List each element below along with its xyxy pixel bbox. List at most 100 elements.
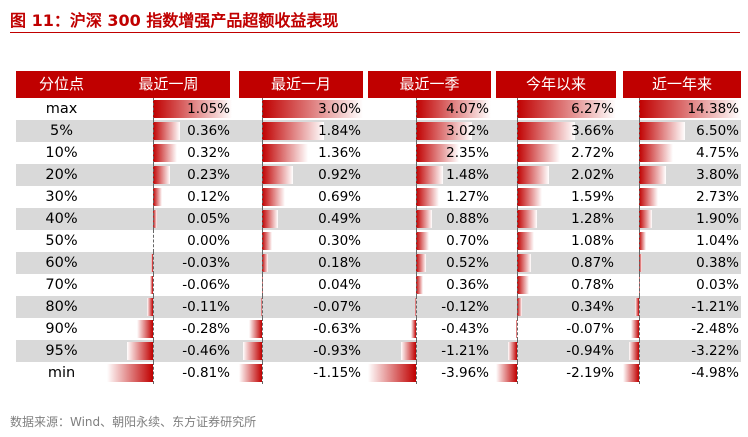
value-bar-negative — [249, 320, 262, 338]
table-row: 80% -0.11% -0.07% -0.12% 0.34% -1.21% — [16, 296, 741, 318]
header-cell-bg — [623, 71, 741, 98]
table-row: 60% -0.03% 0.18% 0.52% 0.87% 0.38% — [16, 252, 741, 274]
header-cell-bg — [107, 71, 230, 98]
value-bar-negative — [635, 298, 639, 316]
table-row: min -0.81% -1.15% -3.96% -2.19% -4.98% — [16, 362, 741, 384]
header-cell-bg — [368, 71, 491, 98]
value-bar-positive — [639, 254, 642, 272]
zero-axis — [153, 186, 154, 208]
zero-axis — [639, 164, 640, 186]
zero-axis — [639, 142, 640, 164]
value-bar-negative — [239, 364, 262, 382]
zero-axis — [517, 208, 518, 230]
cell-value: 0.04% — [318, 277, 361, 293]
zero-axis — [153, 230, 154, 252]
zero-axis — [153, 208, 154, 230]
value-bar-negative — [368, 364, 416, 382]
zero-axis — [639, 98, 640, 120]
zero-axis — [416, 340, 417, 362]
table-row: 5% 0.36% 1.84% 3.02% 3.66% 6.50% — [16, 120, 741, 142]
zero-axis — [262, 252, 263, 274]
zero-axis — [639, 340, 640, 362]
value-bar-positive — [262, 122, 324, 140]
value-bar-positive — [517, 276, 530, 294]
cell-value: 6.50% — [696, 123, 739, 139]
value-bar-positive — [416, 122, 472, 140]
zero-axis — [639, 318, 640, 340]
row-label: 10% — [45, 145, 78, 161]
zero-axis — [262, 142, 263, 164]
value-bar-positive — [639, 100, 741, 118]
value-bar-negative — [628, 342, 639, 360]
cell-value: 3.02% — [446, 123, 489, 139]
zero-axis — [416, 296, 417, 318]
value-bar-positive — [262, 232, 273, 250]
cell-value: 0.38% — [696, 255, 739, 271]
table-row: 10% 0.32% 1.36% 2.35% 2.72% 4.75% — [16, 142, 741, 164]
zero-axis — [153, 296, 154, 318]
row-label: 50% — [45, 233, 78, 249]
header-label: 近一年来 — [651, 75, 712, 93]
zero-axis — [517, 362, 518, 384]
value-bar-negative — [107, 364, 153, 382]
value-bar-positive — [639, 144, 673, 162]
value-bar-positive — [517, 188, 543, 206]
value-bar-positive — [639, 232, 647, 250]
zero-axis — [262, 120, 263, 142]
cell-value: 0.88% — [446, 211, 489, 227]
zero-axis — [416, 164, 417, 186]
row-label: min — [47, 365, 76, 381]
cell-value: -1.21% — [691, 299, 739, 315]
cell-value: 1.84% — [318, 123, 361, 139]
value-bar-positive — [517, 232, 535, 250]
value-bar-negative — [243, 342, 262, 360]
zero-axis — [416, 120, 417, 142]
cell-value: -0.28% — [182, 321, 230, 337]
cell-value: 2.73% — [696, 189, 739, 205]
value-bar-positive — [262, 144, 308, 162]
row-label: 90% — [45, 321, 78, 337]
zero-axis — [517, 120, 518, 142]
zero-axis — [416, 274, 417, 296]
cell-value: -0.43% — [441, 321, 489, 337]
value-bar-positive — [517, 166, 549, 184]
zero-axis — [153, 98, 154, 120]
value-bar-negative — [623, 364, 639, 382]
value-bar-positive — [262, 254, 269, 272]
row-label: 70% — [45, 277, 78, 293]
zero-axis — [262, 318, 263, 340]
table-row: 30% 0.12% 0.69% 1.27% 1.59% 2.73% — [16, 186, 741, 208]
value-bar-negative — [149, 276, 153, 294]
zero-axis — [517, 186, 518, 208]
value-bar-positive — [639, 122, 686, 140]
zero-axis — [416, 362, 417, 384]
row-label: 40% — [45, 211, 78, 227]
zero-axis — [262, 274, 263, 296]
cell-value: -0.07% — [566, 321, 614, 337]
zero-axis — [153, 318, 154, 340]
cell-value: 0.00% — [187, 233, 230, 249]
cell-value: 2.35% — [446, 145, 489, 161]
value-bar-positive — [153, 144, 178, 162]
cell-value: -0.06% — [182, 277, 230, 293]
value-bar-negative — [401, 342, 416, 360]
zero-axis — [153, 142, 154, 164]
value-bar-positive — [517, 254, 531, 272]
table-row: 40% 0.05% 0.49% 0.88% 1.28% 1.90% — [16, 208, 741, 230]
value-bar-positive — [416, 188, 440, 206]
zero-axis — [153, 120, 154, 142]
cell-value: 4.75% — [696, 145, 739, 161]
cell-value: 1.90% — [696, 211, 739, 227]
cell-value: -0.12% — [441, 299, 489, 315]
zero-axis — [517, 340, 518, 362]
cell-value: -0.46% — [182, 343, 230, 359]
value-bar-positive — [153, 100, 232, 118]
cell-value: -3.96% — [441, 365, 489, 381]
cell-value: 6.27% — [571, 101, 614, 117]
table-row: 20% 0.23% 0.92% 1.48% 2.02% 3.80% — [16, 164, 741, 186]
cell-value: 3.80% — [696, 167, 739, 183]
value-bar-positive — [639, 166, 666, 184]
cell-value: 0.87% — [571, 255, 614, 271]
cell-value: 1.08% — [571, 233, 614, 249]
value-bar-negative — [410, 320, 416, 338]
